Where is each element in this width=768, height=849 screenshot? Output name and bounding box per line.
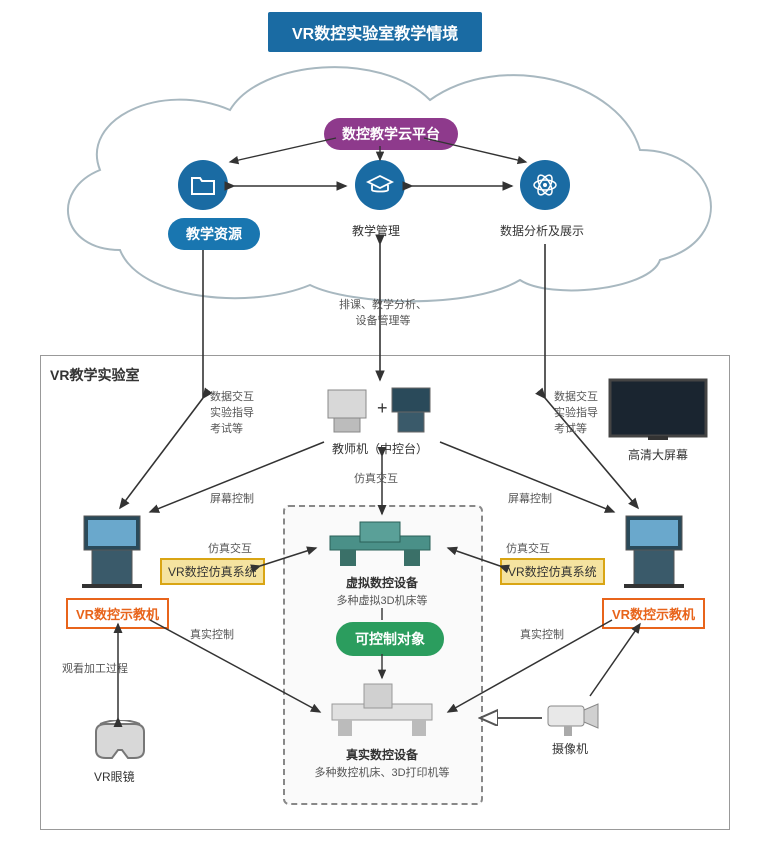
vr-watch-label: 观看加工过程 xyxy=(62,660,128,676)
atom-icon xyxy=(520,160,570,210)
cloud-node-analytics xyxy=(520,160,570,210)
workstation-icon xyxy=(614,510,694,590)
vr-headset xyxy=(90,720,150,769)
edge-screen-ctrl-left: 屏幕控制 xyxy=(210,490,254,506)
camera-label: 摄像机 xyxy=(552,740,588,757)
edge-sim-right: 仿真交互 xyxy=(506,540,550,556)
cloud-node-management-label: 教学管理 xyxy=(352,222,400,239)
camera xyxy=(544,698,604,743)
graduation-icon xyxy=(355,160,405,210)
cloud-node-analytics-label: 数据分析及展示 xyxy=(500,222,584,239)
cnc-virtual-icon xyxy=(320,516,440,570)
edge-real-ctrl-left: 真实控制 xyxy=(190,626,234,642)
right-demo-label: VR数控示教机 xyxy=(602,598,705,629)
camera-icon xyxy=(544,698,604,738)
real-device xyxy=(324,680,440,745)
workstation-icon xyxy=(72,510,152,590)
lab-title: VR教学实验室 xyxy=(50,365,139,385)
folder-icon xyxy=(178,160,228,210)
teacher-station: + xyxy=(320,382,440,442)
left-demo-machine xyxy=(72,510,152,595)
edge-real-ctrl-right: 真实控制 xyxy=(520,626,564,642)
teacher-station-image: + xyxy=(320,382,440,437)
edge-screen-ctrl-right: 屏幕控制 xyxy=(508,490,552,506)
cloud-node-resources xyxy=(178,160,228,210)
cloud-node-resources-label: 教学资源 xyxy=(168,218,260,250)
big-screen-label: 高清大屏幕 xyxy=(618,446,698,463)
left-demo-label: VR数控示教机 xyxy=(66,598,169,629)
left-sim-system: VR数控仿真系统 xyxy=(160,558,265,585)
virtual-device-sub: 多种虚拟3D机床等 xyxy=(300,592,464,608)
svg-text:+: + xyxy=(377,398,388,418)
big-screen xyxy=(608,378,708,447)
right-demo-machine xyxy=(614,510,694,595)
right-sim-system: VR数控仿真系统 xyxy=(500,558,605,585)
screen-icon xyxy=(608,378,708,442)
real-device-title: 真实数控设备 xyxy=(300,746,464,763)
edge-mgmt-down: 排课、教学分析、 设备管理等 xyxy=(318,296,448,328)
real-device-sub: 多种数控机床、3D打印机等 xyxy=(290,764,474,780)
cloud-platform-label: 数控教学云平台 xyxy=(324,118,458,150)
edge-data-exchange-left: 数据交互 实验指导 考试等 xyxy=(210,388,254,436)
page-title: VR数控实验室教学情境 xyxy=(268,12,482,52)
cloud-node-management xyxy=(355,160,405,210)
virtual-device xyxy=(320,516,440,575)
vr-headset-label: VR眼镜 xyxy=(94,768,135,785)
controllable-label: 可控制对象 xyxy=(336,622,444,656)
edge-sim-center: 仿真交互 xyxy=(354,470,398,486)
edge-sim-left: 仿真交互 xyxy=(208,540,252,556)
cnc-real-icon xyxy=(324,680,440,740)
edge-data-exchange-right: 数据交互 实验指导 考试等 xyxy=(554,388,598,436)
virtual-device-title: 虚拟数控设备 xyxy=(300,574,464,591)
vr-headset-icon xyxy=(90,720,150,764)
teacher-station-label: 教师机（中控台） xyxy=(320,440,440,457)
